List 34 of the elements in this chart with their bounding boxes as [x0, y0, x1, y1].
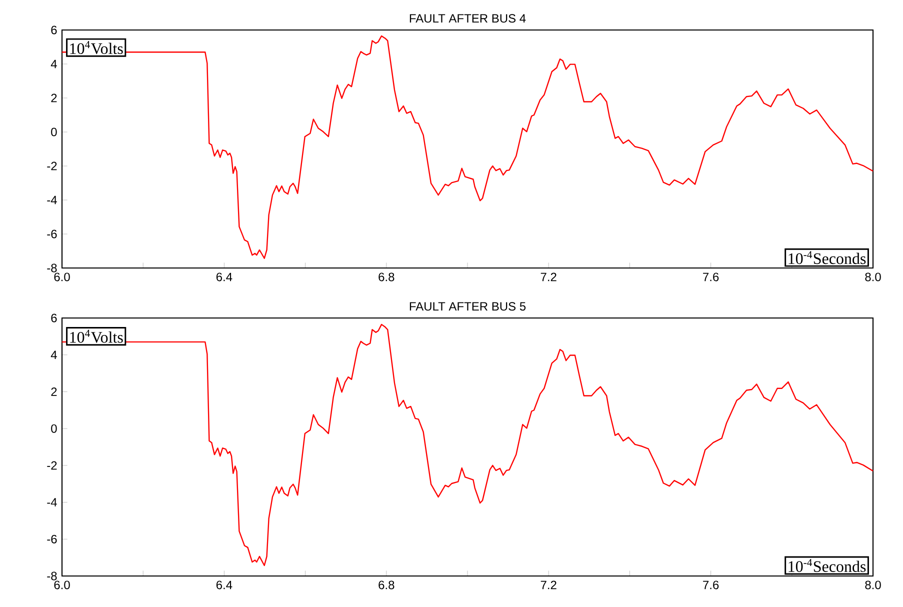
y-tick-label: -6: [47, 534, 57, 544]
y-tick-label: 0: [51, 424, 57, 433]
y-tick-label: 2: [51, 388, 57, 396]
x-axis-title: 10$^{-4}$Seconds: [788, 558, 866, 572]
y-tick-label: -4: [47, 196, 57, 204]
y-tick-label: -6: [47, 230, 57, 238]
y-tick-label: -8: [47, 264, 57, 272]
chart-title: FAULT AFTER BUS 5: [410, 302, 526, 311]
x-tick-label: 7.6: [703, 580, 719, 590]
x-axis-title: 10$^{-4}$Seconds: [788, 251, 866, 264]
y-tick-label: -4: [47, 498, 57, 506]
x-tick-label: 6.4: [216, 580, 232, 590]
x-tick-label: 8.0: [865, 272, 881, 282]
y-tick-label: 6: [51, 26, 57, 34]
y-tick-label: 6: [51, 314, 57, 322]
y-tick-label: 4: [50, 350, 57, 359]
x-tick-label: 6.8: [378, 580, 394, 590]
x-tick-label: 7.2: [540, 272, 556, 282]
x-tick-label: 6.0: [54, 580, 70, 590]
y-axis-title: 10$^{4}$Volts: [70, 330, 123, 343]
x-tick-label: 6.8: [378, 272, 394, 282]
y-tick-label: 0: [51, 128, 57, 136]
y-tick-label: -2: [47, 162, 57, 170]
y-tick-label: 4: [50, 60, 57, 68]
x-tick-label: 6.0: [54, 272, 70, 282]
x-tick-label: 7.6: [703, 272, 719, 282]
x-tick-label: 8.0: [865, 580, 881, 590]
y-tick-label: -2: [47, 461, 57, 470]
y-tick-label: -8: [47, 572, 57, 580]
x-tick-label: 6.4: [216, 272, 232, 282]
x-tick-label: 7.2: [540, 580, 556, 590]
y-tick-label: 2: [51, 94, 57, 102]
chart-title: FAULT AFTER BUS 4: [410, 14, 526, 23]
y-axis-title: 10$^{4}$Volts: [70, 41, 123, 54]
